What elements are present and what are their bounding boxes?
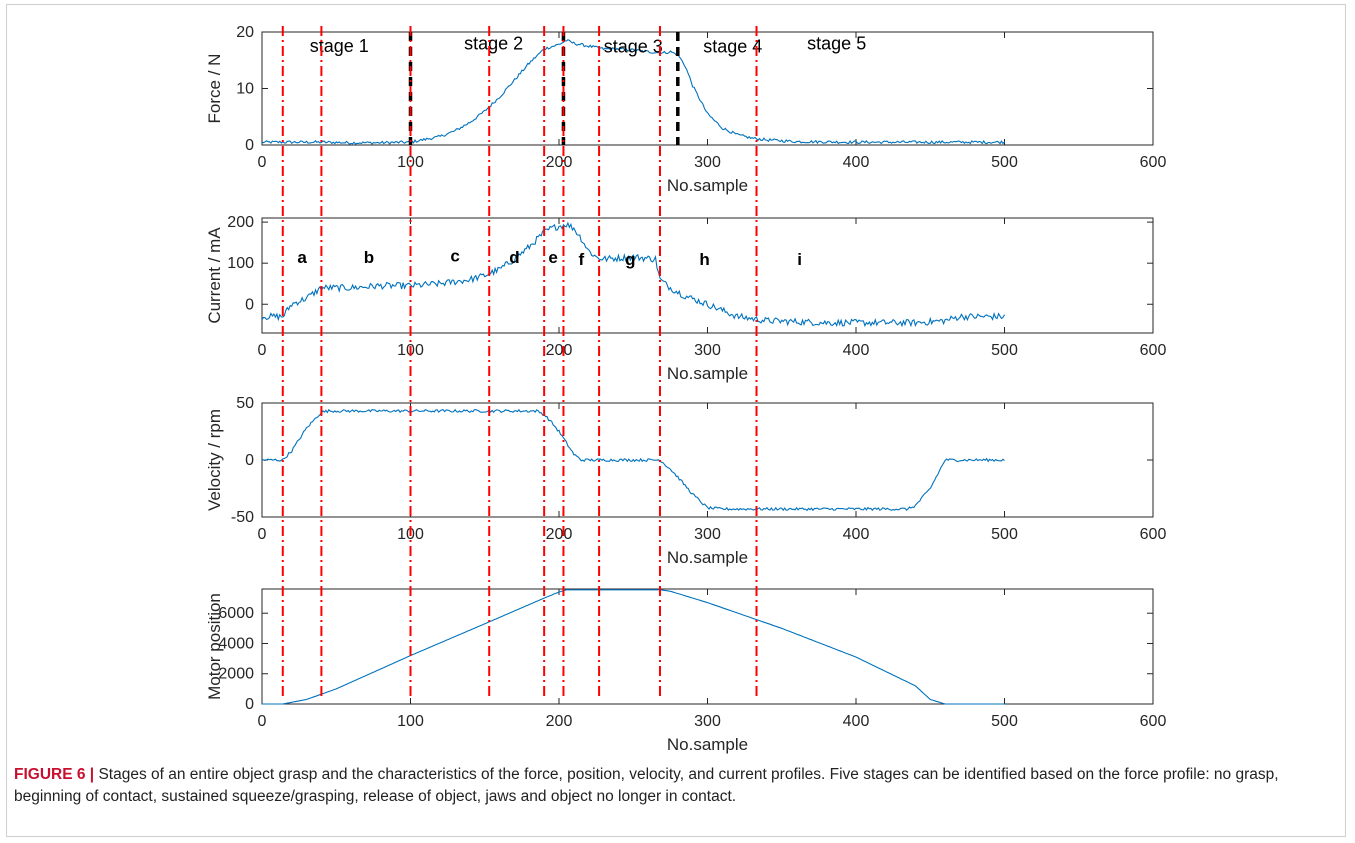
stage-annotation: stage 5 — [807, 34, 866, 54]
stage-annotation: c — [450, 247, 459, 266]
caption-text: Stages of an entire object grasp and the… — [14, 766, 1279, 805]
y-axis-label: Motor position — [205, 593, 224, 700]
x-tick-label: 400 — [843, 713, 870, 730]
y-tick-label: 100 — [227, 255, 254, 272]
x-axis-label: No.sample — [667, 735, 748, 754]
y-axis-label: Current / mA — [205, 227, 224, 324]
x-tick-label: 300 — [694, 526, 721, 543]
y-tick-label: 2000 — [218, 666, 254, 683]
stage-annotation: stage 2 — [464, 34, 523, 54]
stage-annotation: stage 3 — [604, 36, 663, 56]
y-tick-label: 50 — [236, 395, 254, 412]
x-tick-label: 0 — [258, 154, 267, 171]
x-tick-label: 0 — [258, 713, 267, 730]
caption-label: FIGURE 6 | — [14, 766, 95, 783]
x-axis-label: No.sample — [667, 548, 748, 567]
panel-force: 0 100 200 300 400 500 600 0 10 20 No.sample Force /… — [205, 24, 1166, 195]
series-line — [262, 408, 1005, 512]
x-tick-label: 500 — [991, 713, 1018, 730]
y-tick-label: 4000 — [218, 635, 254, 652]
y-tick-label: 6000 — [218, 605, 254, 622]
x-tick-label: 300 — [694, 713, 721, 730]
x-tick-label: 100 — [397, 713, 424, 730]
x-tick-label: 600 — [1140, 526, 1167, 543]
stage-annotation: e — [548, 248, 557, 267]
x-axis-label: No.sample — [667, 176, 748, 195]
axes-box — [261, 217, 1154, 334]
x-tick-label: 600 — [1140, 154, 1167, 171]
series-line — [262, 589, 1005, 705]
y-tick-label: -50 — [231, 509, 254, 526]
x-tick-label: 200 — [546, 526, 573, 543]
x-tick-label: 0 — [258, 526, 267, 543]
x-tick-label: 300 — [694, 154, 721, 171]
stage-annotation: f — [578, 250, 584, 269]
x-tick-label: 600 — [1140, 342, 1167, 359]
x-tick-label: 0 — [258, 342, 267, 359]
x-tick-label: 300 — [694, 342, 721, 359]
x-tick-label: 400 — [843, 342, 870, 359]
y-tick-label: 0 — [245, 452, 254, 469]
stage-annotation: b — [364, 248, 374, 267]
y-axis-label: Velocity / rpm — [205, 409, 224, 511]
x-tick-label: 200 — [546, 154, 573, 171]
y-tick-label: 200 — [227, 214, 254, 231]
panel-motor-position: 0 100 200 300 400 500 6000200040006000No.sampl… — [205, 588, 1167, 754]
stage-annotation: stage 4 — [703, 36, 762, 56]
stage-annotation: h — [699, 250, 709, 269]
series-line — [261, 221, 1005, 328]
stage-annotation: i — [797, 250, 802, 269]
x-tick-label: 400 — [843, 154, 870, 171]
figure-frame — [6, 4, 1346, 837]
panel-current: 0 100 200 300 400 500 6000100200No.sampleCurre… — [205, 214, 1166, 383]
x-axis-label: No.sample — [667, 364, 748, 383]
x-tick-label: 500 — [991, 342, 1018, 359]
x-tick-label: 200 — [546, 713, 573, 730]
x-tick-label: 100 — [397, 154, 424, 171]
y-tick-label: 0 — [245, 137, 254, 154]
y-tick-label: 20 — [236, 24, 254, 41]
stage-boundary-lines — [281, 26, 758, 700]
x-tick-label: 600 — [1140, 713, 1167, 730]
axes-box — [261, 402, 1154, 518]
x-tick-label: 200 — [546, 342, 573, 359]
y-axis-label: Force / N — [205, 54, 224, 124]
stage-annotation: a — [297, 248, 307, 267]
figure-caption: FIGURE 6 | Stages of an entire object gr… — [14, 764, 1334, 808]
x-tick-label: 500 — [991, 526, 1018, 543]
stage-annotation: d — [509, 248, 519, 267]
y-tick-label: 0 — [245, 696, 254, 713]
panel-velocity: 0 100 200 300 400 500 600-50050No.sampleVeloci… — [205, 395, 1166, 567]
y-tick-label: 0 — [245, 296, 254, 313]
axes-box — [261, 588, 1154, 705]
stage-annotation: stage 1 — [310, 36, 369, 56]
x-tick-label: 400 — [843, 526, 870, 543]
stage-annotation: g — [625, 250, 635, 269]
y-tick-label: 10 — [236, 81, 254, 98]
series-line — [261, 39, 1005, 145]
x-tick-label: 500 — [991, 154, 1018, 171]
